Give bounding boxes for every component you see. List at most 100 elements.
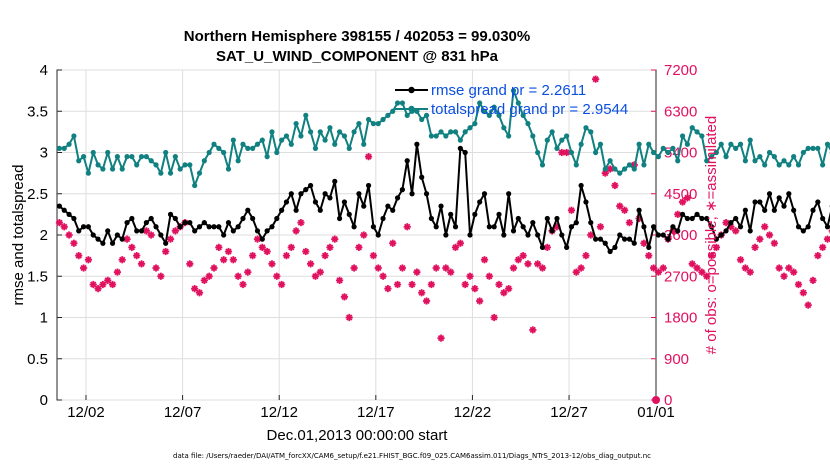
totalspread-point [626,162,633,168]
rmse-point [375,232,381,238]
obs-assimilated-point [128,243,136,251]
totalspread-point [119,166,125,172]
legend-spread-text: totalspread grand pr = 2.9544 [431,101,628,118]
totalspread-point [351,129,357,135]
obs-assimilated-point [335,276,344,284]
obs-assimilated-point [707,252,716,260]
rmse-point [114,232,120,238]
totalspread-point [56,145,63,151]
legend: rmse grand pr = 2.2611 totalspread grand… [395,82,628,118]
rmse-point [506,191,512,197]
obs-assimilated-point [355,243,363,251]
rmse-point [713,236,719,242]
obs-assimilated-point [678,198,687,206]
obs-assimilated-point [258,243,266,251]
obs-assimilated-point [166,235,175,243]
rmse-point [665,236,671,242]
obs-assimilated-point [621,206,629,214]
obs-assimilated-point [471,285,479,293]
rmse-point [622,236,628,242]
obs-assimilated-point [316,268,324,276]
rmse-point [414,141,420,147]
y-tick-label-right: 900 [664,351,689,368]
obs-assimilated-point [210,264,218,272]
obs-assimilated-point [751,243,759,251]
totalspread-point [269,129,275,135]
totalspread-point [549,129,555,135]
rmse-point [467,232,473,238]
rmse-point [308,182,314,189]
rmse-point [501,232,507,238]
totalspread-point [390,108,396,114]
rmse-point [138,228,145,234]
obs-assimilated-point [384,285,392,293]
chart-title-line1: Northern Hemisphere 398155 / 402053 = 99… [184,28,530,45]
rmse-point [684,215,690,222]
obs-assimilated-point [195,289,204,297]
totalspread-point [573,162,579,168]
totalspread-point [810,145,816,151]
rmse-point [90,232,96,238]
obs-assimilated-point [99,280,107,289]
obs-assimilated-point [403,223,411,231]
totalspread-point [138,154,145,160]
obs-assimilated-point [780,272,788,280]
totalspread-point [380,116,386,123]
rmse-point [655,232,662,238]
totalspread-point [525,121,531,127]
obs-assimilated-point [142,227,150,235]
rmse-point [225,220,232,226]
totalspread-point [694,129,700,135]
totalspread-point [404,112,410,118]
rmse-point [617,232,623,238]
y-tick-label-right: 6300 [664,103,697,120]
obs-assimilated-point [582,252,590,260]
totalspread-point [486,112,492,118]
totalspread-point [593,149,599,156]
rmse-point [742,207,748,213]
x-tick-label: 01/01 [637,404,675,421]
obs-assimilated-point [408,280,416,289]
obs-assimilated-point [65,231,73,239]
obs-assimilated-point [215,243,223,251]
obs-assimilated-point [741,264,749,272]
totalspread-point [211,141,217,147]
obs-assimilated-point [490,313,498,322]
totalspread-point [134,162,140,168]
rmse-point [438,203,444,209]
rmse-point [119,236,125,242]
obs-assimilated-point [224,247,233,256]
rmse-point [776,195,782,201]
rmse-point [288,191,294,197]
totalspread-point [650,149,657,156]
rmse-point [336,215,343,222]
obs-assimilated-point [94,285,102,293]
totalspread-point [501,125,507,131]
totalspread-point [438,129,444,135]
obs-assimilated-point [104,276,112,284]
obs-assimilated-point [529,326,537,334]
obs-assimilated-point [350,264,358,272]
obs-assimilated-point [89,280,97,289]
totalspread-point [182,162,188,168]
totalspread-point [820,162,826,168]
obs-assimilated-point [688,260,696,268]
obs-assimilated-point [785,264,793,272]
totalspread-point [781,158,787,164]
rmse-point [109,240,116,246]
obs-assimilated-point [340,293,349,301]
rmse-point [530,220,536,226]
rmse-point [597,236,604,242]
y-tick-label-left: 2.5 [27,186,48,203]
obs-assimilated-point [625,219,634,227]
obs-assimilated-point [466,272,474,280]
obs-assimilated-point [611,181,619,190]
obs-assimilated-point [654,268,663,276]
rmse-point [134,228,140,234]
x-tick-label: 12/17 [357,404,395,421]
obs-assimilated-point [799,289,807,297]
totalspread-point [559,137,565,143]
totalspread-point [235,158,241,164]
totalspread-point [564,133,570,139]
rmse-point [129,215,135,222]
